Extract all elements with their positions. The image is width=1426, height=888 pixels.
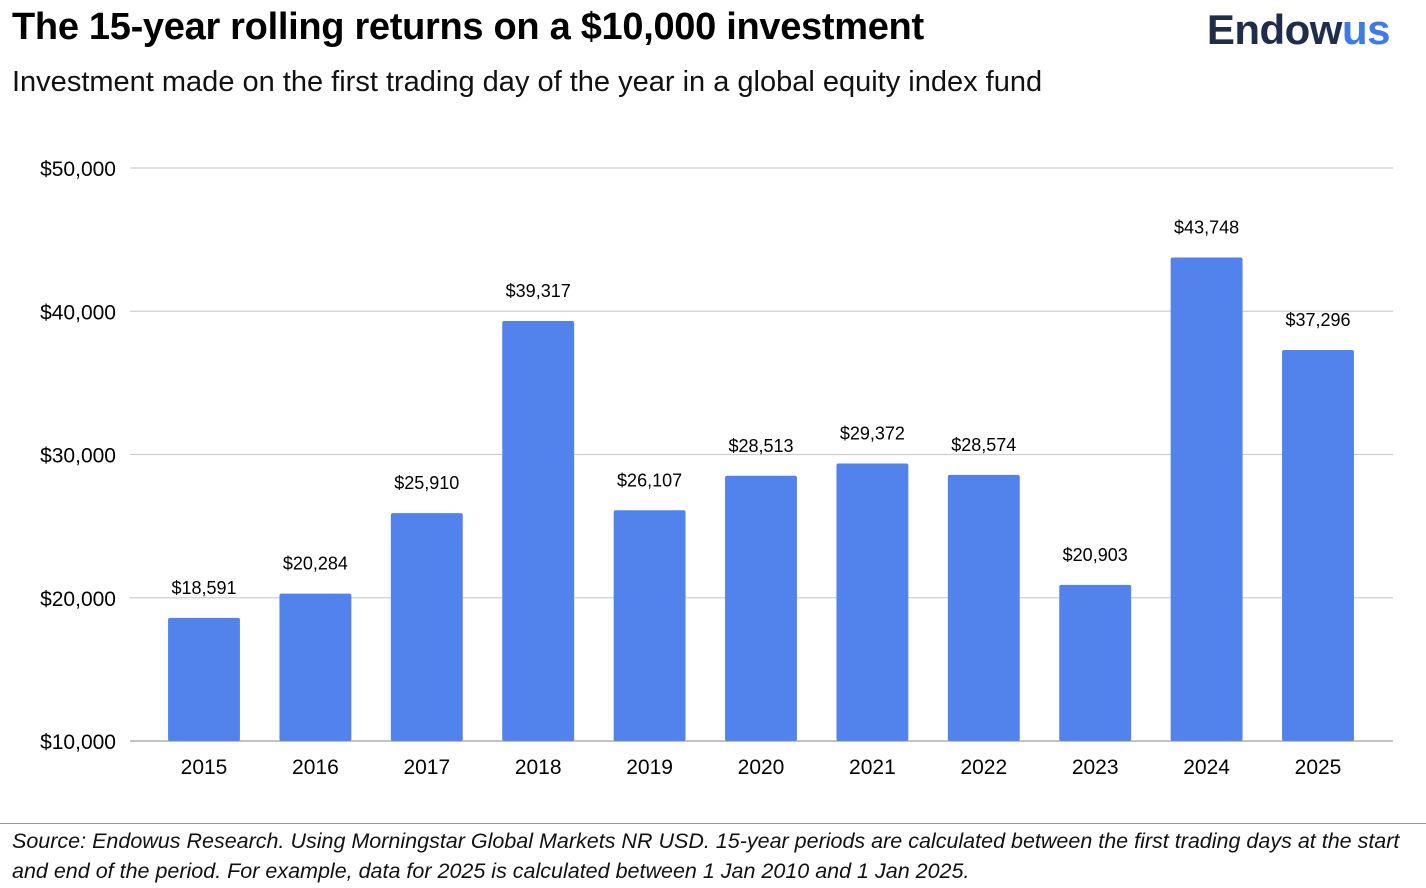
data-label: $25,910 [394,473,459,493]
data-label: $20,284 [283,554,348,574]
data-label: $43,748 [1174,218,1239,238]
logo-text-accent: us [1341,6,1391,53]
endowus-logo: Endowus [1206,6,1391,54]
x-tick-label: 2015 [181,756,228,779]
bar [1282,349,1354,741]
x-tick-label: 2019 [626,756,673,779]
x-tick-label: 2021 [849,756,896,779]
data-label: $28,574 [951,435,1016,455]
bar [1170,257,1243,741]
y-tick-label: $10,000 [40,731,116,754]
y-tick-label: $20,000 [40,588,116,611]
x-tick-label: 2024 [1183,756,1230,779]
bar [279,593,352,741]
data-label: $26,107 [617,470,682,490]
data-label: $28,513 [728,436,793,456]
x-tick-label: 2023 [1072,756,1119,779]
bar [725,475,797,741]
x-tick-label: 2016 [292,756,339,779]
y-tick-label: $50,000 [40,158,116,181]
bar [168,617,240,741]
chart-title: The 15-year rolling returns on a $10,000… [12,6,924,48]
bar [390,513,463,741]
x-tick-label: 2022 [960,756,1007,779]
x-tick-label: 2025 [1295,756,1342,779]
y-tick-label: $40,000 [40,301,116,324]
bar [502,321,575,741]
x-tick-label: 2018 [515,756,562,779]
data-label: $18,591 [171,578,236,598]
data-label: $37,296 [1285,310,1350,330]
data-label: $20,903 [1063,545,1128,565]
source-footnote: Source: Endowus Research. Using Mornings… [12,829,1400,883]
bar [836,463,909,741]
bar-chart: $10,000 $20,000 $30,000 $40,000 $50,000 $18,5… [40,158,1393,779]
bar [947,474,1020,741]
data-label: $29,372 [840,423,905,443]
x-tick-label: 2017 [403,756,450,779]
x-tick-label: 2020 [738,756,785,779]
footnote-divider [0,823,1426,824]
bar [613,510,686,741]
data-label: $39,317 [506,281,571,301]
chart-subtitle: Investment made on the first trading day… [12,66,1043,98]
logo-text-main: Endow [1206,6,1343,53]
bar [1059,584,1132,741]
y-tick-label: $30,000 [40,445,116,468]
